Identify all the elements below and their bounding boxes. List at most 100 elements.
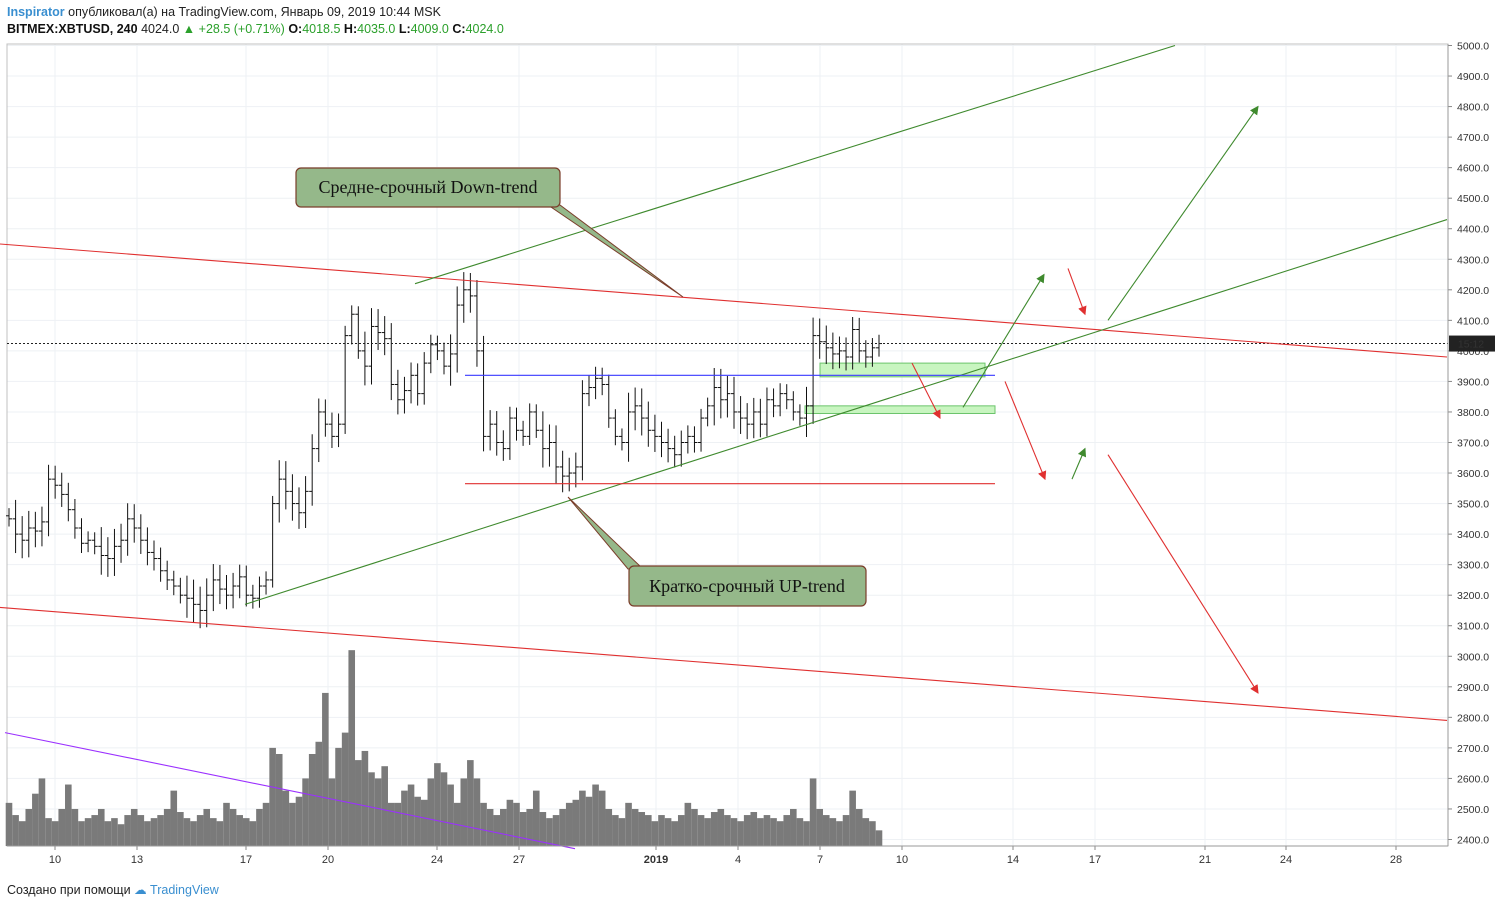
volume-bar — [579, 790, 586, 846]
y-tick-label: 2600.0 — [1457, 773, 1489, 785]
volume-bar — [500, 808, 507, 846]
red-upper-trendline — [0, 243, 1448, 358]
y-tick-label: 3500.0 — [1457, 499, 1489, 511]
tradingview-brand[interactable]: TradingView — [150, 883, 219, 897]
red-scenario-arrow — [1107, 454, 1259, 694]
x-tick-label: 7 — [817, 854, 823, 866]
open-label: O: — [288, 22, 303, 36]
published-info: опубликовал(а) на TradingView.com, Январ… — [68, 5, 441, 19]
volume-bar — [414, 796, 421, 846]
volume-bar — [822, 815, 830, 846]
last-price: 4024.0 — [141, 22, 180, 36]
volume-bar — [427, 778, 435, 846]
scenario-arrows — [911, 105, 1259, 694]
y-tick-label: 3400.0 — [1457, 529, 1489, 541]
volume-bar — [658, 815, 665, 846]
volume-bar — [849, 790, 856, 846]
y-tick-label: 2800.0 — [1457, 712, 1489, 724]
green-scenario-arrow — [1107, 105, 1259, 321]
volume-bar — [51, 821, 59, 846]
x-tick-label: 10 — [49, 854, 61, 866]
volume-bar — [572, 799, 580, 846]
volume-bar — [737, 821, 744, 846]
volume-bar — [150, 818, 158, 846]
volume-bar — [809, 778, 817, 846]
volume-bar — [111, 818, 118, 846]
volume-bar — [58, 808, 66, 846]
volume-bar — [440, 772, 448, 846]
y-tick-label: 2400.0 — [1457, 835, 1489, 847]
volume-bar — [565, 802, 573, 846]
close-value: 4024.0 — [465, 22, 504, 36]
y-tick-label: 3700.0 — [1457, 438, 1489, 450]
volume-bar — [539, 812, 547, 846]
volume-bar — [803, 821, 810, 846]
volume-bar — [816, 808, 823, 846]
volume-bar — [163, 808, 171, 846]
plot-frame — [6, 43, 1449, 847]
volume-bar — [124, 815, 131, 846]
author-name[interactable]: Inspirator — [7, 5, 65, 19]
callout-pointer — [567, 496, 645, 570]
volume-bar — [776, 821, 784, 846]
volume-bar — [84, 818, 92, 846]
high-value: 4035.0 — [357, 22, 396, 36]
volume-bar — [493, 815, 501, 846]
y-tick-label: 4500.0 — [1457, 193, 1489, 205]
volume-bar — [486, 808, 494, 846]
volume-bar — [130, 808, 138, 846]
volume-bar — [289, 802, 296, 846]
volume-bar — [697, 815, 705, 846]
volume-bar — [855, 808, 863, 846]
created-with-text: Создано при помощи — [7, 883, 131, 897]
volume-bar — [183, 818, 191, 846]
y-tick-label: 4200.0 — [1457, 285, 1489, 297]
volume-bar — [177, 812, 184, 846]
volume-bar — [387, 802, 395, 846]
x-tick-label: 10 — [896, 854, 908, 866]
price-chart[interactable]: 5000.04900.04800.04700.04600.04500.04400… — [0, 0, 1507, 880]
close-label: C: — [452, 22, 466, 36]
green-upper-channel — [414, 44, 1176, 285]
volume-bar — [91, 815, 98, 846]
volume-bar — [315, 741, 323, 846]
x-tick-label: 14 — [1007, 854, 1019, 866]
y-tick-label: 4600.0 — [1457, 163, 1489, 175]
volume-bar — [829, 818, 837, 846]
volume-bar — [796, 818, 804, 846]
volume-bar — [374, 778, 382, 846]
price-axis: 5000.0 4900.0 4800.0 4700.0 4600.0 4500.0 4400… — [1447, 41, 1495, 847]
volume-bar — [625, 802, 632, 846]
y-tick-label: 4300.0 — [1457, 254, 1489, 266]
volume-bar — [242, 818, 250, 846]
support-zone — [804, 405, 996, 414]
chart-header: Inspirator опубликовал(а) на TradingView… — [7, 4, 504, 38]
volume-bar — [401, 790, 408, 846]
volume-bar — [368, 772, 375, 846]
volume-bar — [104, 821, 112, 846]
y-tick-label: 3300.0 — [1457, 560, 1489, 572]
volume-bar — [519, 812, 527, 846]
annotations: Средне-срочный Down-trend Кратко-срочный … — [295, 167, 867, 607]
chart-footer: Создано при помощи ☁ TradingView — [7, 882, 219, 897]
volume-bar — [262, 802, 270, 846]
volume-bar — [664, 818, 672, 846]
volume-bar — [308, 753, 316, 846]
volume-bar — [144, 821, 151, 846]
callout-text-downtrend: Средне-срочный Down-trend — [319, 177, 538, 197]
volume-bar — [724, 815, 731, 846]
volume-bar — [585, 796, 593, 846]
y-tick-label: 4700.0 — [1457, 132, 1489, 144]
price-change: +28.5 (+0.71%) — [198, 22, 285, 36]
time-axis: 10 13 17 20 24 27 2019 4 7 10 14 17 21 24 28 — [7, 845, 1448, 866]
y-tick-label: 3000.0 — [1457, 651, 1489, 663]
volume-bar — [256, 808, 263, 846]
volume-bar — [420, 799, 428, 846]
tradingview-logo-icon: ☁ — [134, 883, 147, 897]
volume-bar — [322, 692, 329, 846]
volume-bar — [677, 815, 685, 846]
volume-bar — [783, 815, 791, 846]
y-tick-label: 5000.0 — [1457, 41, 1489, 53]
volume-bar — [480, 802, 487, 846]
volume-bar — [45, 818, 52, 846]
